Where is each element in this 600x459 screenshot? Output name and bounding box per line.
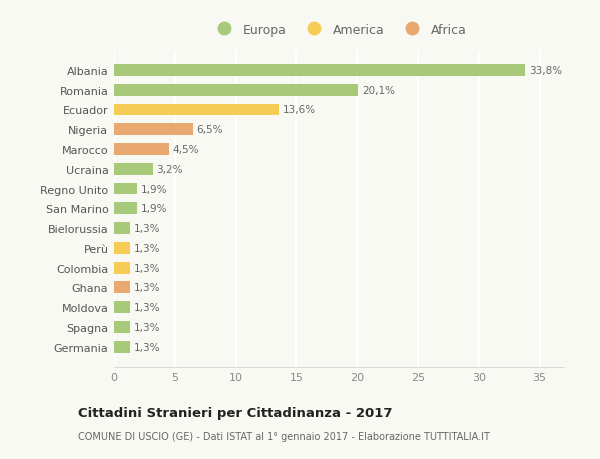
Bar <box>114 84 358 96</box>
Text: 1,3%: 1,3% <box>133 243 160 253</box>
Text: 1,3%: 1,3% <box>133 283 160 293</box>
Bar <box>114 203 137 215</box>
Bar <box>114 124 193 136</box>
Legend: Europa, America, Africa: Europa, America, Africa <box>206 19 472 42</box>
Text: Cittadini Stranieri per Cittadinanza - 2017: Cittadini Stranieri per Cittadinanza - 2… <box>78 406 392 419</box>
Bar <box>114 65 525 77</box>
Bar <box>114 223 130 235</box>
Text: 6,5%: 6,5% <box>197 125 223 135</box>
Bar <box>114 242 130 254</box>
Text: 4,5%: 4,5% <box>172 145 199 155</box>
Text: 33,8%: 33,8% <box>529 66 562 76</box>
Text: 1,3%: 1,3% <box>133 322 160 332</box>
Bar <box>114 183 137 195</box>
Text: 1,9%: 1,9% <box>141 184 167 194</box>
Text: 1,3%: 1,3% <box>133 342 160 352</box>
Text: 1,9%: 1,9% <box>141 204 167 214</box>
Bar <box>114 282 130 294</box>
Bar <box>114 262 130 274</box>
Text: 20,1%: 20,1% <box>362 85 395 95</box>
Bar <box>114 144 169 156</box>
Text: COMUNE DI USCIO (GE) - Dati ISTAT al 1° gennaio 2017 - Elaborazione TUTTITALIA.I: COMUNE DI USCIO (GE) - Dati ISTAT al 1° … <box>78 431 490 442</box>
Text: 1,3%: 1,3% <box>133 302 160 313</box>
Text: 13,6%: 13,6% <box>283 105 316 115</box>
Bar <box>114 321 130 333</box>
Bar <box>114 104 280 116</box>
Text: 1,3%: 1,3% <box>133 263 160 273</box>
Text: 3,2%: 3,2% <box>157 164 183 174</box>
Bar <box>114 302 130 313</box>
Bar <box>114 341 130 353</box>
Text: 1,3%: 1,3% <box>133 224 160 234</box>
Bar <box>114 163 153 175</box>
